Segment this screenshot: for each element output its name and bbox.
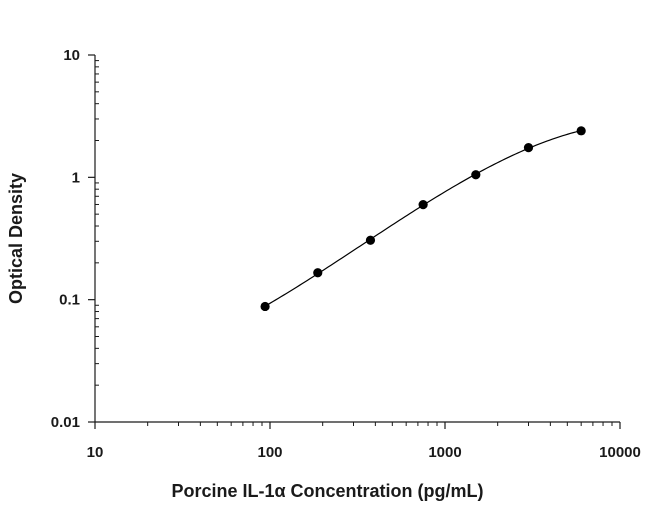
- data-point: [471, 170, 481, 180]
- y-tick-label: 1: [72, 169, 80, 186]
- data-point: [313, 268, 323, 278]
- y-tick-label: 0.01: [51, 414, 80, 431]
- data-point: [576, 126, 586, 136]
- axes: [94, 55, 620, 423]
- fit-curve: [264, 129, 582, 307]
- x-axis-tick-labels: 10 100 1000 10000: [87, 444, 641, 461]
- x-axis-title: Porcine IL-1α Concentration (pg/mL): [171, 481, 483, 501]
- data-point: [260, 301, 270, 312]
- y-axis-tick-labels: 0.01 0.1 1 10: [51, 47, 80, 431]
- x-tick-label: 100: [257, 444, 282, 461]
- x-axis-ticks: [94, 422, 621, 429]
- x-tick-label: 10: [87, 444, 104, 461]
- x-tick-label: 1000: [428, 444, 461, 461]
- data-point: [365, 235, 376, 245]
- data-points: [260, 126, 586, 312]
- x-tick-label: 10000: [599, 444, 641, 461]
- y-axis-ticks: [88, 54, 99, 423]
- y-axis-title: Optical Density: [6, 173, 26, 304]
- y-tick-label: 10: [63, 47, 80, 64]
- y-tick-label: 0.1: [59, 292, 80, 309]
- data-point: [523, 143, 534, 153]
- data-point: [418, 200, 428, 210]
